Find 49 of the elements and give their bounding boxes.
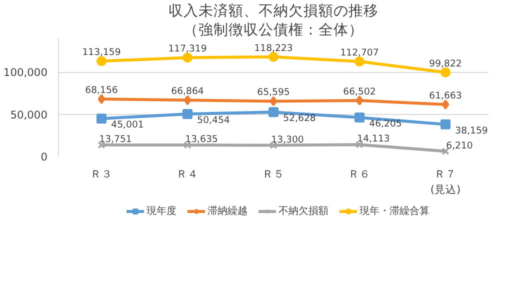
point: [96, 114, 106, 124]
legend-label: 不納欠損額: [278, 204, 328, 218]
point: [270, 96, 278, 106]
data-label: 99,822: [429, 58, 462, 70]
data-label: 38,159: [455, 125, 488, 136]
data-label: 112,707: [340, 48, 379, 59]
data-label: 118,223: [254, 42, 293, 54]
data-label: 117,319: [168, 44, 207, 55]
data-label: 6,210: [446, 140, 473, 152]
point: [182, 108, 192, 119]
point: [96, 56, 106, 66]
point: [268, 107, 278, 118]
point: [440, 67, 450, 78]
data-label: 65,595: [257, 87, 290, 98]
x-tick-label: Ｒ４: [176, 168, 198, 180]
y-tick-label: 50,000: [10, 108, 48, 122]
point: [442, 100, 450, 110]
point: [98, 94, 106, 104]
data-label: 13,635: [185, 134, 218, 146]
legend-label: 滞納繰越: [208, 204, 248, 218]
x-tick-label: Ｒ３: [90, 168, 112, 180]
x-tick-label: Ｒ７ (見込): [430, 168, 461, 196]
data-label: 61,663: [429, 90, 462, 102]
point: [182, 52, 192, 63]
data-label: 46,205: [369, 118, 402, 130]
data-label: 50,454: [197, 114, 230, 126]
point: [184, 95, 192, 106]
chart-title: 収入未済額、不納欠損額の推移: [168, 2, 378, 20]
point: [268, 52, 278, 62]
point: [354, 56, 364, 66]
x-tick-label: Ｒ６: [348, 168, 370, 180]
data-label: 14,113: [357, 134, 390, 145]
point: [354, 112, 364, 123]
data-label: 113,159: [82, 47, 121, 58]
legend-label: 現年・滞繰合算: [360, 204, 430, 218]
data-label: 13,300: [271, 134, 304, 146]
data-label: 66,864: [171, 86, 204, 98]
y-tick-label: 100,000: [3, 66, 48, 80]
point: [356, 95, 364, 106]
y-tick-label: 0: [40, 150, 48, 164]
x-tick-label: Ｒ５: [262, 168, 284, 180]
data-label: 13,751: [99, 134, 132, 145]
point: [440, 119, 450, 130]
data-label: 45,001: [111, 120, 144, 131]
chart-subtitle: （強制徴収公債権：全体）: [184, 22, 364, 38]
data-label: 68,156: [85, 85, 118, 96]
data-label: 52,628: [283, 113, 316, 124]
data-label: 66,502: [343, 86, 376, 98]
legend-label: 現年度: [146, 204, 176, 218]
